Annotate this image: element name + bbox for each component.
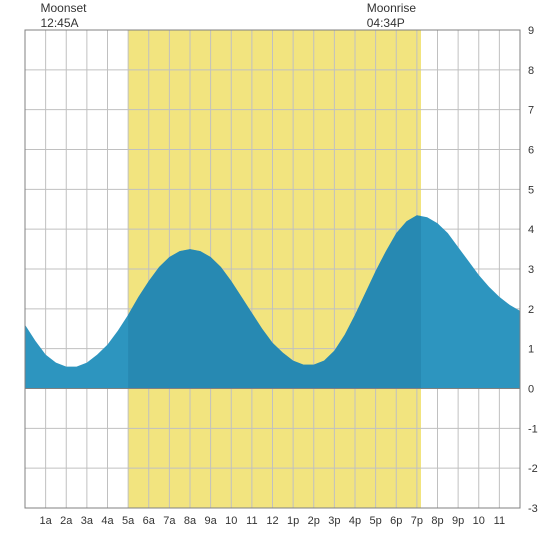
svg-text:7a: 7a: [163, 515, 176, 527]
svg-text:1p: 1p: [287, 515, 299, 527]
svg-text:3: 3: [528, 264, 534, 276]
svg-text:2p: 2p: [308, 515, 320, 527]
moonrise-title: Moonrise: [367, 1, 416, 15]
svg-text:11: 11: [494, 515, 505, 527]
svg-text:9p: 9p: [452, 515, 464, 527]
svg-text:1a: 1a: [40, 515, 53, 527]
svg-text:10: 10: [473, 515, 485, 527]
svg-text:4a: 4a: [101, 515, 114, 527]
moonrise-label: Moonrise 04:34P: [367, 1, 416, 31]
svg-text:6: 6: [528, 145, 534, 157]
svg-text:9a: 9a: [205, 515, 218, 527]
svg-text:1: 1: [528, 344, 534, 356]
svg-text:8p: 8p: [431, 515, 443, 527]
svg-text:7: 7: [528, 105, 534, 117]
svg-text:8a: 8a: [184, 515, 197, 527]
svg-text:2a: 2a: [60, 515, 73, 527]
svg-text:5: 5: [528, 184, 534, 196]
moonset-time: 12:45A: [40, 16, 86, 31]
svg-text:12: 12: [266, 515, 278, 527]
svg-text:5p: 5p: [370, 515, 382, 527]
moonset-label: Moonset 12:45A: [40, 1, 86, 31]
svg-text:6a: 6a: [143, 515, 156, 527]
svg-text:6p: 6p: [390, 515, 402, 527]
svg-text:11: 11: [246, 515, 257, 527]
chart-svg: 1a2a3a4a5a6a7a8a9a1011121p2p3p4p5p6p7p8p…: [0, 0, 550, 550]
svg-text:7p: 7p: [411, 515, 423, 527]
svg-text:8: 8: [528, 65, 534, 77]
svg-text:0: 0: [528, 384, 534, 396]
svg-text:3p: 3p: [328, 515, 340, 527]
svg-text:-2: -2: [528, 463, 538, 475]
svg-text:10: 10: [225, 515, 237, 527]
svg-text:4p: 4p: [349, 515, 361, 527]
moonset-title: Moonset: [40, 1, 86, 15]
svg-text:-1: -1: [528, 423, 538, 435]
svg-text:4: 4: [528, 224, 534, 236]
tide-chart: Moonset 12:45A Moonrise 04:34P 1a 2a 3a 4a 5…: [0, 0, 550, 550]
svg-text:2: 2: [528, 304, 534, 316]
svg-text:-3: -3: [528, 503, 538, 515]
svg-text:5a: 5a: [122, 515, 135, 527]
svg-text:9: 9: [528, 25, 534, 37]
svg-text:3a: 3a: [81, 515, 94, 527]
moonrise-time: 04:34P: [367, 16, 416, 31]
